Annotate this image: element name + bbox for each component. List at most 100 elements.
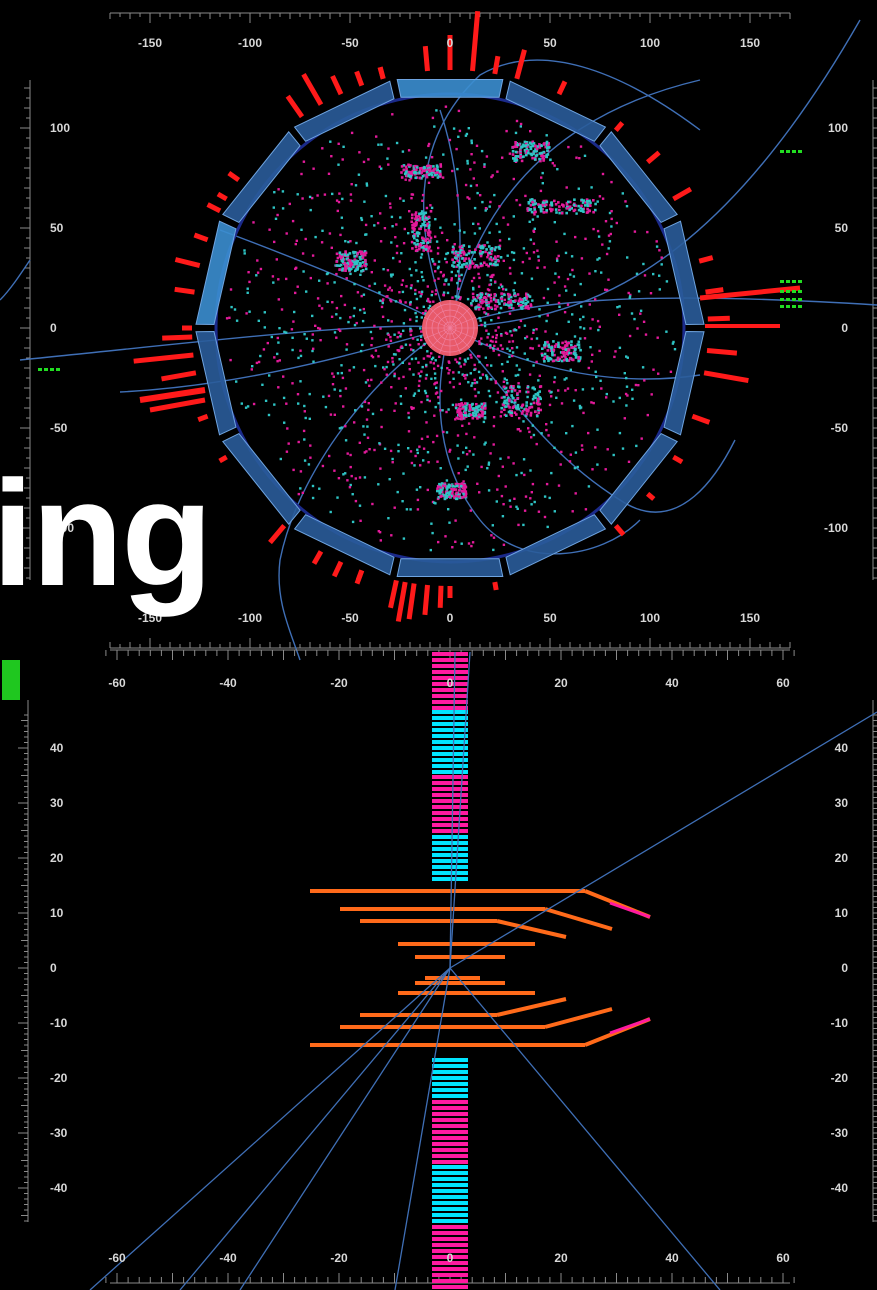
- hit: [478, 276, 481, 280]
- hit: [349, 259, 352, 262]
- hit: [380, 143, 383, 146]
- hit: [445, 494, 449, 498]
- calorimeter-module: [663, 330, 705, 436]
- hit: [434, 377, 437, 380]
- hit: [460, 542, 463, 545]
- hit: [610, 210, 613, 213]
- hit: [416, 243, 420, 246]
- hit: [588, 303, 591, 306]
- hit: [328, 232, 332, 235]
- hit: [434, 502, 437, 505]
- hit: [386, 360, 390, 364]
- hit: [389, 335, 392, 339]
- hit: [643, 274, 647, 277]
- hit: [586, 210, 590, 214]
- hit: [533, 227, 536, 230]
- hit: [571, 510, 574, 513]
- hit: [643, 379, 646, 382]
- hit: [416, 234, 420, 238]
- hit: [563, 232, 566, 236]
- hit: [642, 320, 646, 323]
- hit: [578, 157, 581, 160]
- hit: [527, 307, 530, 310]
- hit: [505, 393, 509, 397]
- detector-strip: [432, 787, 468, 791]
- hit: [492, 298, 496, 301]
- hit: [454, 254, 458, 258]
- hit: [408, 267, 411, 271]
- hit: [454, 358, 457, 361]
- hit: [480, 293, 483, 296]
- energy-tower: [705, 287, 724, 295]
- hit: [429, 165, 432, 168]
- tick-label: -100: [824, 521, 848, 535]
- hit: [470, 153, 473, 156]
- hit: [429, 548, 432, 552]
- hit: [483, 244, 486, 247]
- detector-strip: [432, 1142, 468, 1146]
- hit: [476, 191, 479, 195]
- hit: [413, 170, 417, 174]
- hit: [399, 402, 403, 405]
- detector-strip: [432, 728, 468, 732]
- hit: [466, 162, 469, 165]
- hit: [469, 509, 472, 512]
- hit: [557, 345, 560, 348]
- hit: [451, 250, 454, 254]
- energy-tower: [161, 370, 197, 382]
- hit: [273, 356, 276, 359]
- hit: [272, 281, 275, 284]
- hit: [541, 171, 544, 175]
- hit: [458, 297, 462, 301]
- hit: [326, 300, 329, 303]
- hit: [498, 230, 501, 234]
- hit: [461, 248, 464, 251]
- hit: [509, 330, 512, 333]
- hit: [465, 414, 468, 417]
- hit: [410, 406, 413, 409]
- hit: [579, 145, 583, 148]
- hit: [512, 157, 515, 160]
- hit: [426, 435, 429, 438]
- hit: [410, 284, 413, 287]
- hit: [350, 474, 353, 478]
- hit: [520, 155, 524, 159]
- hit: [387, 147, 390, 150]
- hit: [415, 168, 418, 171]
- hit: [404, 171, 408, 174]
- hit: [493, 262, 496, 266]
- hit: [516, 507, 519, 510]
- hit: [570, 340, 573, 343]
- hit: [457, 135, 460, 138]
- detector-strip: [432, 829, 468, 833]
- hit: [486, 336, 489, 339]
- hit: [445, 410, 448, 414]
- hit: [387, 288, 390, 291]
- vertex-spoke: [449, 327, 476, 339]
- hit: [379, 467, 382, 470]
- hit: [458, 409, 461, 413]
- hit: [393, 409, 396, 412]
- hit: [451, 490, 454, 493]
- hit: [300, 172, 303, 176]
- hit: [336, 372, 340, 375]
- hit: [268, 228, 271, 231]
- hit: [488, 289, 491, 292]
- hit: [424, 239, 428, 242]
- hit: [519, 155, 522, 158]
- hit: [229, 358, 232, 362]
- hit: [553, 376, 557, 379]
- hit: [494, 255, 497, 258]
- hit: [469, 265, 472, 269]
- hit: [345, 257, 348, 261]
- hit: [414, 454, 417, 458]
- hit: [546, 301, 549, 304]
- hit: [520, 471, 523, 475]
- calorimeter-module: [396, 558, 504, 577]
- hit: [540, 144, 543, 148]
- hit: [535, 153, 539, 157]
- hit: [422, 459, 425, 462]
- hit: [425, 373, 428, 377]
- hit: [459, 246, 463, 250]
- hit: [575, 156, 578, 159]
